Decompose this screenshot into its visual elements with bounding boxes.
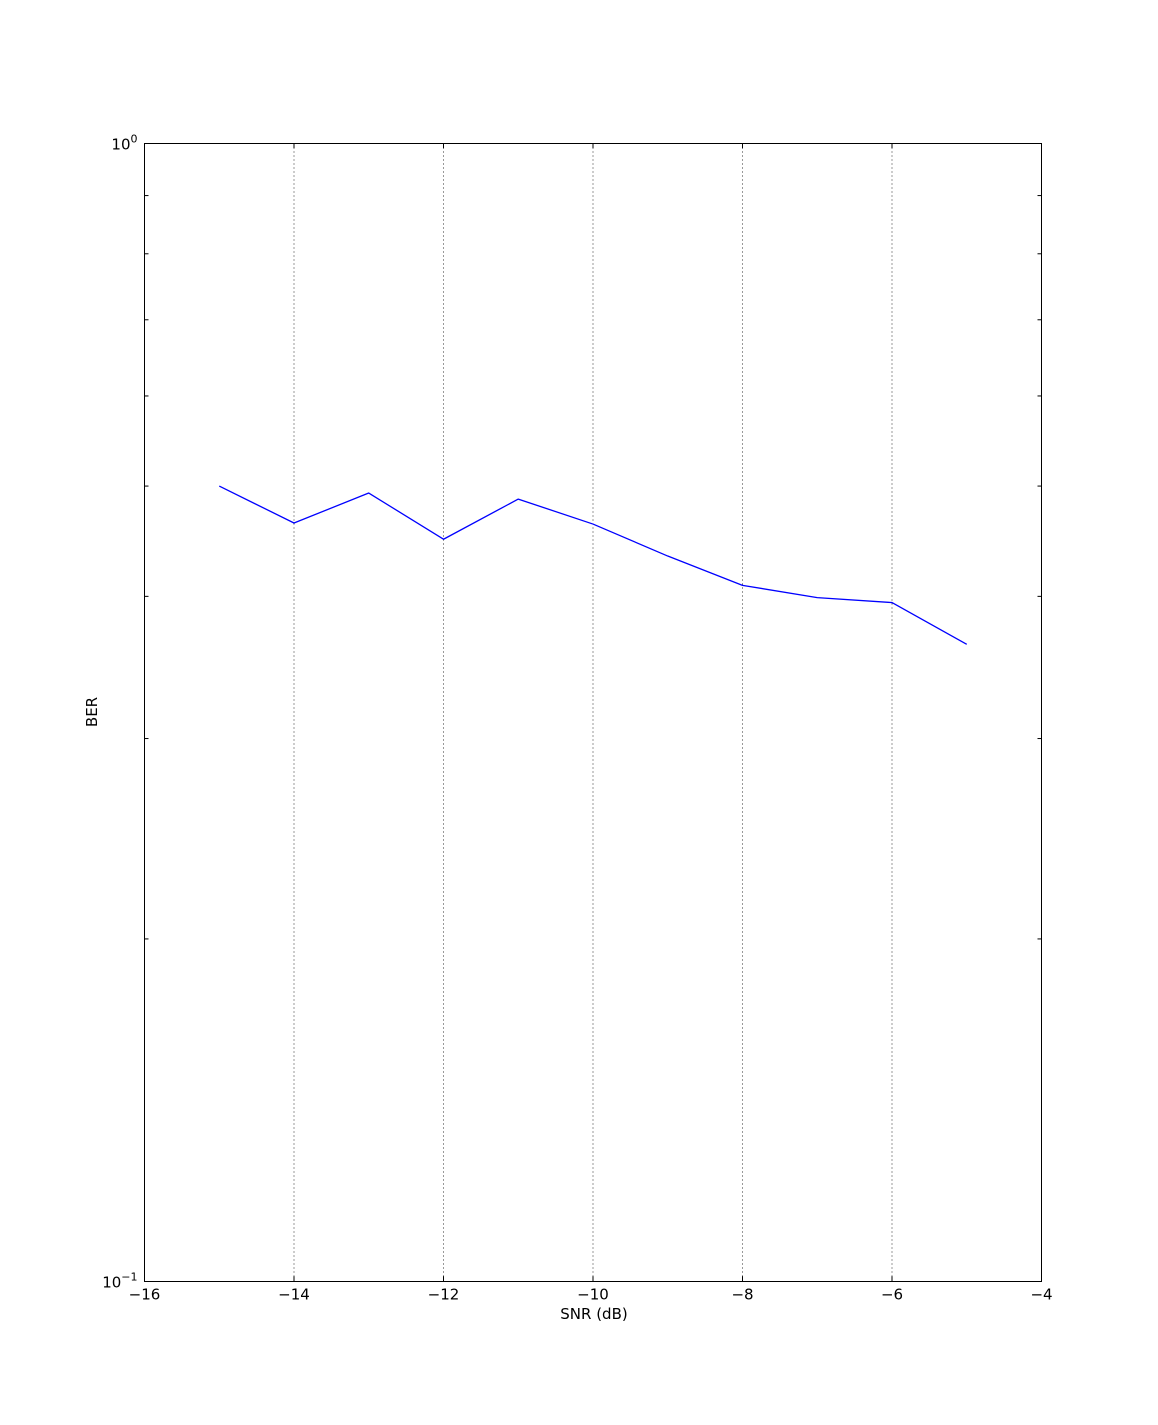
x-tick-label: −14: [278, 1286, 310, 1304]
x-tick-label: −4: [1030, 1286, 1052, 1304]
x-tick-label: −10: [577, 1286, 609, 1304]
y-axis-label: BER: [83, 697, 101, 727]
y-tick-label: 100: [111, 133, 137, 154]
x-tick-label: −16: [129, 1286, 161, 1304]
x-tick-label: −8: [731, 1286, 753, 1304]
x-axis-label: SNR (dB): [560, 1305, 627, 1323]
x-tick-label: −6: [881, 1286, 903, 1304]
y-tick-label: 10−1: [102, 1271, 137, 1292]
ber-series-line: [218, 485, 968, 645]
grid-lines: [293, 143, 893, 1282]
x-tick-label: −12: [428, 1286, 460, 1304]
plot-frame: [144, 143, 1042, 1282]
tick-labels: −16 −14 −12 −10 −8 −6 −4 10−1 100: [102, 133, 1052, 1304]
series-layer: [218, 485, 968, 645]
